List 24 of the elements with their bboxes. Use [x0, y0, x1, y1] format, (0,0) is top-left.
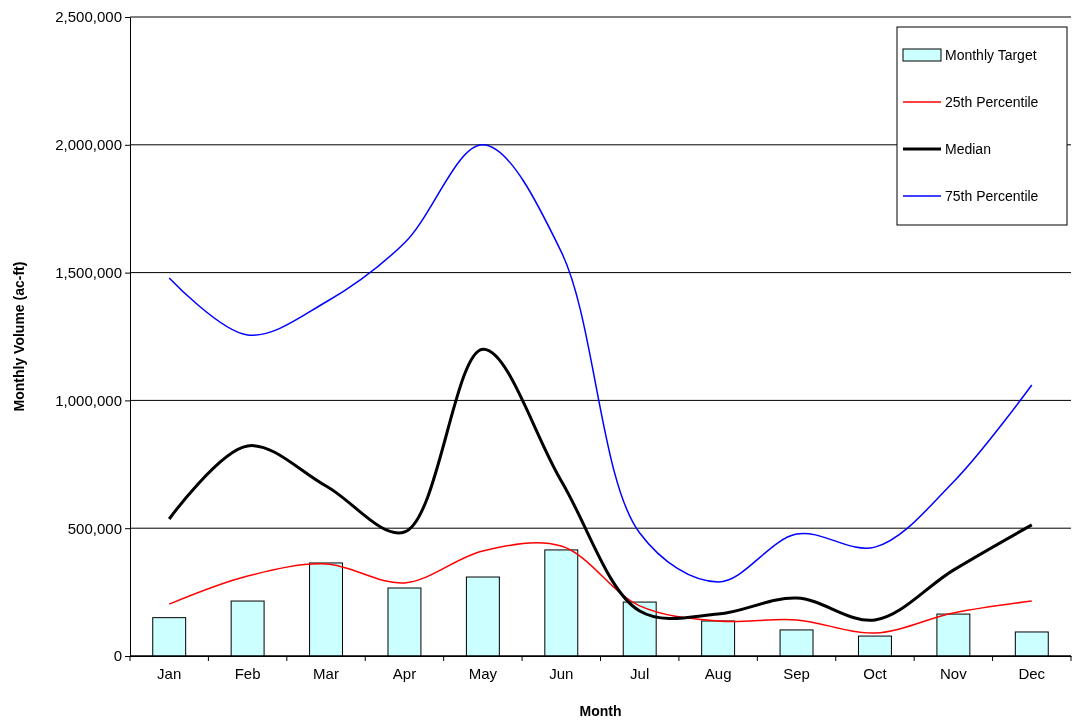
legend-label: 75th Percentile [945, 188, 1039, 204]
x-tick-label: Sep [783, 664, 810, 682]
y-axis-title: Monthly Volume (ac-ft) [11, 261, 27, 412]
x-tick-label: May [468, 664, 498, 682]
y-tick-label: 2,500,000 [55, 8, 122, 26]
x-axis-title: Month [579, 703, 622, 719]
y-tick-label: 1,000,000 [55, 391, 122, 409]
y-tick-label: 0 [113, 647, 122, 665]
x-tick-label: Jan [157, 664, 182, 682]
x-tick-label: Dec [1018, 664, 1046, 682]
x-tick-label: Jul [630, 664, 650, 682]
x-tick-label: Nov [940, 664, 968, 682]
legend-label: 25th Percentile [945, 94, 1039, 110]
x-tick-label: Aug [704, 664, 732, 682]
y-tick-label: 2,000,000 [55, 136, 122, 154]
legend-label: Monthly Target [945, 47, 1037, 63]
x-tick-label: Jun [549, 664, 574, 682]
x-tick-label: Feb [234, 664, 261, 682]
y-tick-label: 1,500,000 [55, 263, 122, 281]
legend-label: Median [945, 141, 991, 157]
y-tick-label: 500,000 [67, 519, 122, 537]
x-tick-label: Apr [392, 664, 417, 682]
x-tick-label: Mar [313, 664, 339, 682]
x-tick-label: Oct [863, 664, 888, 682]
